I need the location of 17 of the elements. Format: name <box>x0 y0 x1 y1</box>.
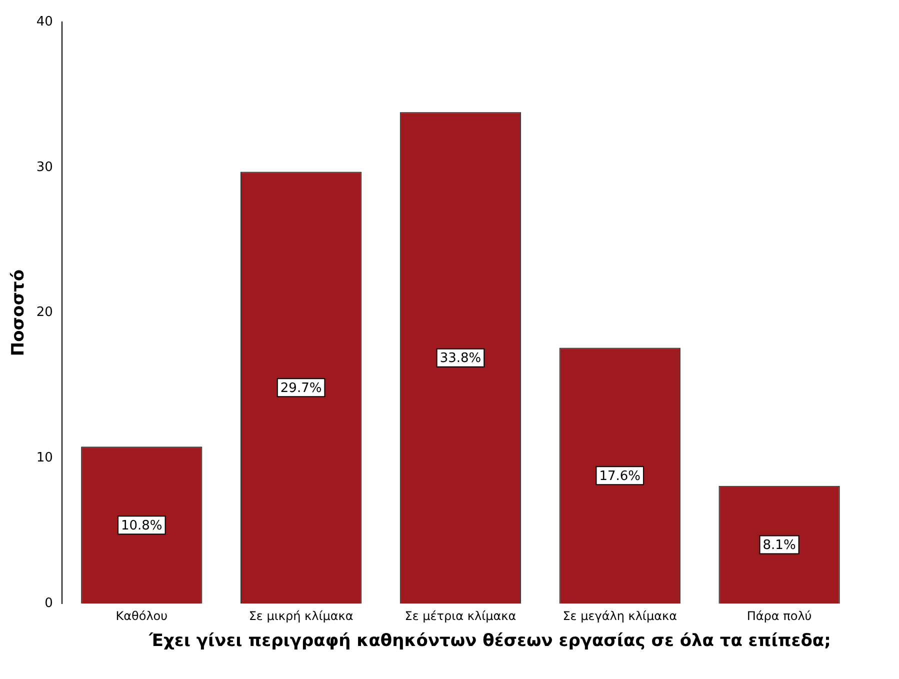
data-label: 10.8% <box>120 518 162 534</box>
x-tick-label: Σε μεγάλη κλίμακα <box>562 608 678 623</box>
data-label: 17.6% <box>599 469 641 484</box>
x-axis-title: Έχει γίνει περιγραφή καθηκόντων θέσεων εργασίας σε όλα τα επίπεδα; <box>148 631 832 651</box>
y-axis-title: Ποσοστό <box>8 270 29 356</box>
data-label: 8.1% <box>762 538 796 554</box>
y-tick-label: 10 <box>36 450 53 466</box>
y-tick-label: 20 <box>36 305 53 320</box>
data-label: 29.7% <box>280 381 322 396</box>
x-tick-label: Σε μικρή κλίμακα <box>248 608 354 623</box>
x-tick-label: Καθόλου <box>116 608 168 623</box>
y-tick-label: 40 <box>36 14 53 30</box>
x-tick-label: Πάρα πολύ <box>746 608 812 623</box>
y-tick-label: 30 <box>36 160 53 175</box>
y-tick-label: 0 <box>44 596 53 611</box>
x-tick-label: Σε μέτρια κλίμακα <box>404 608 516 623</box>
data-label: 33.8% <box>440 351 482 366</box>
